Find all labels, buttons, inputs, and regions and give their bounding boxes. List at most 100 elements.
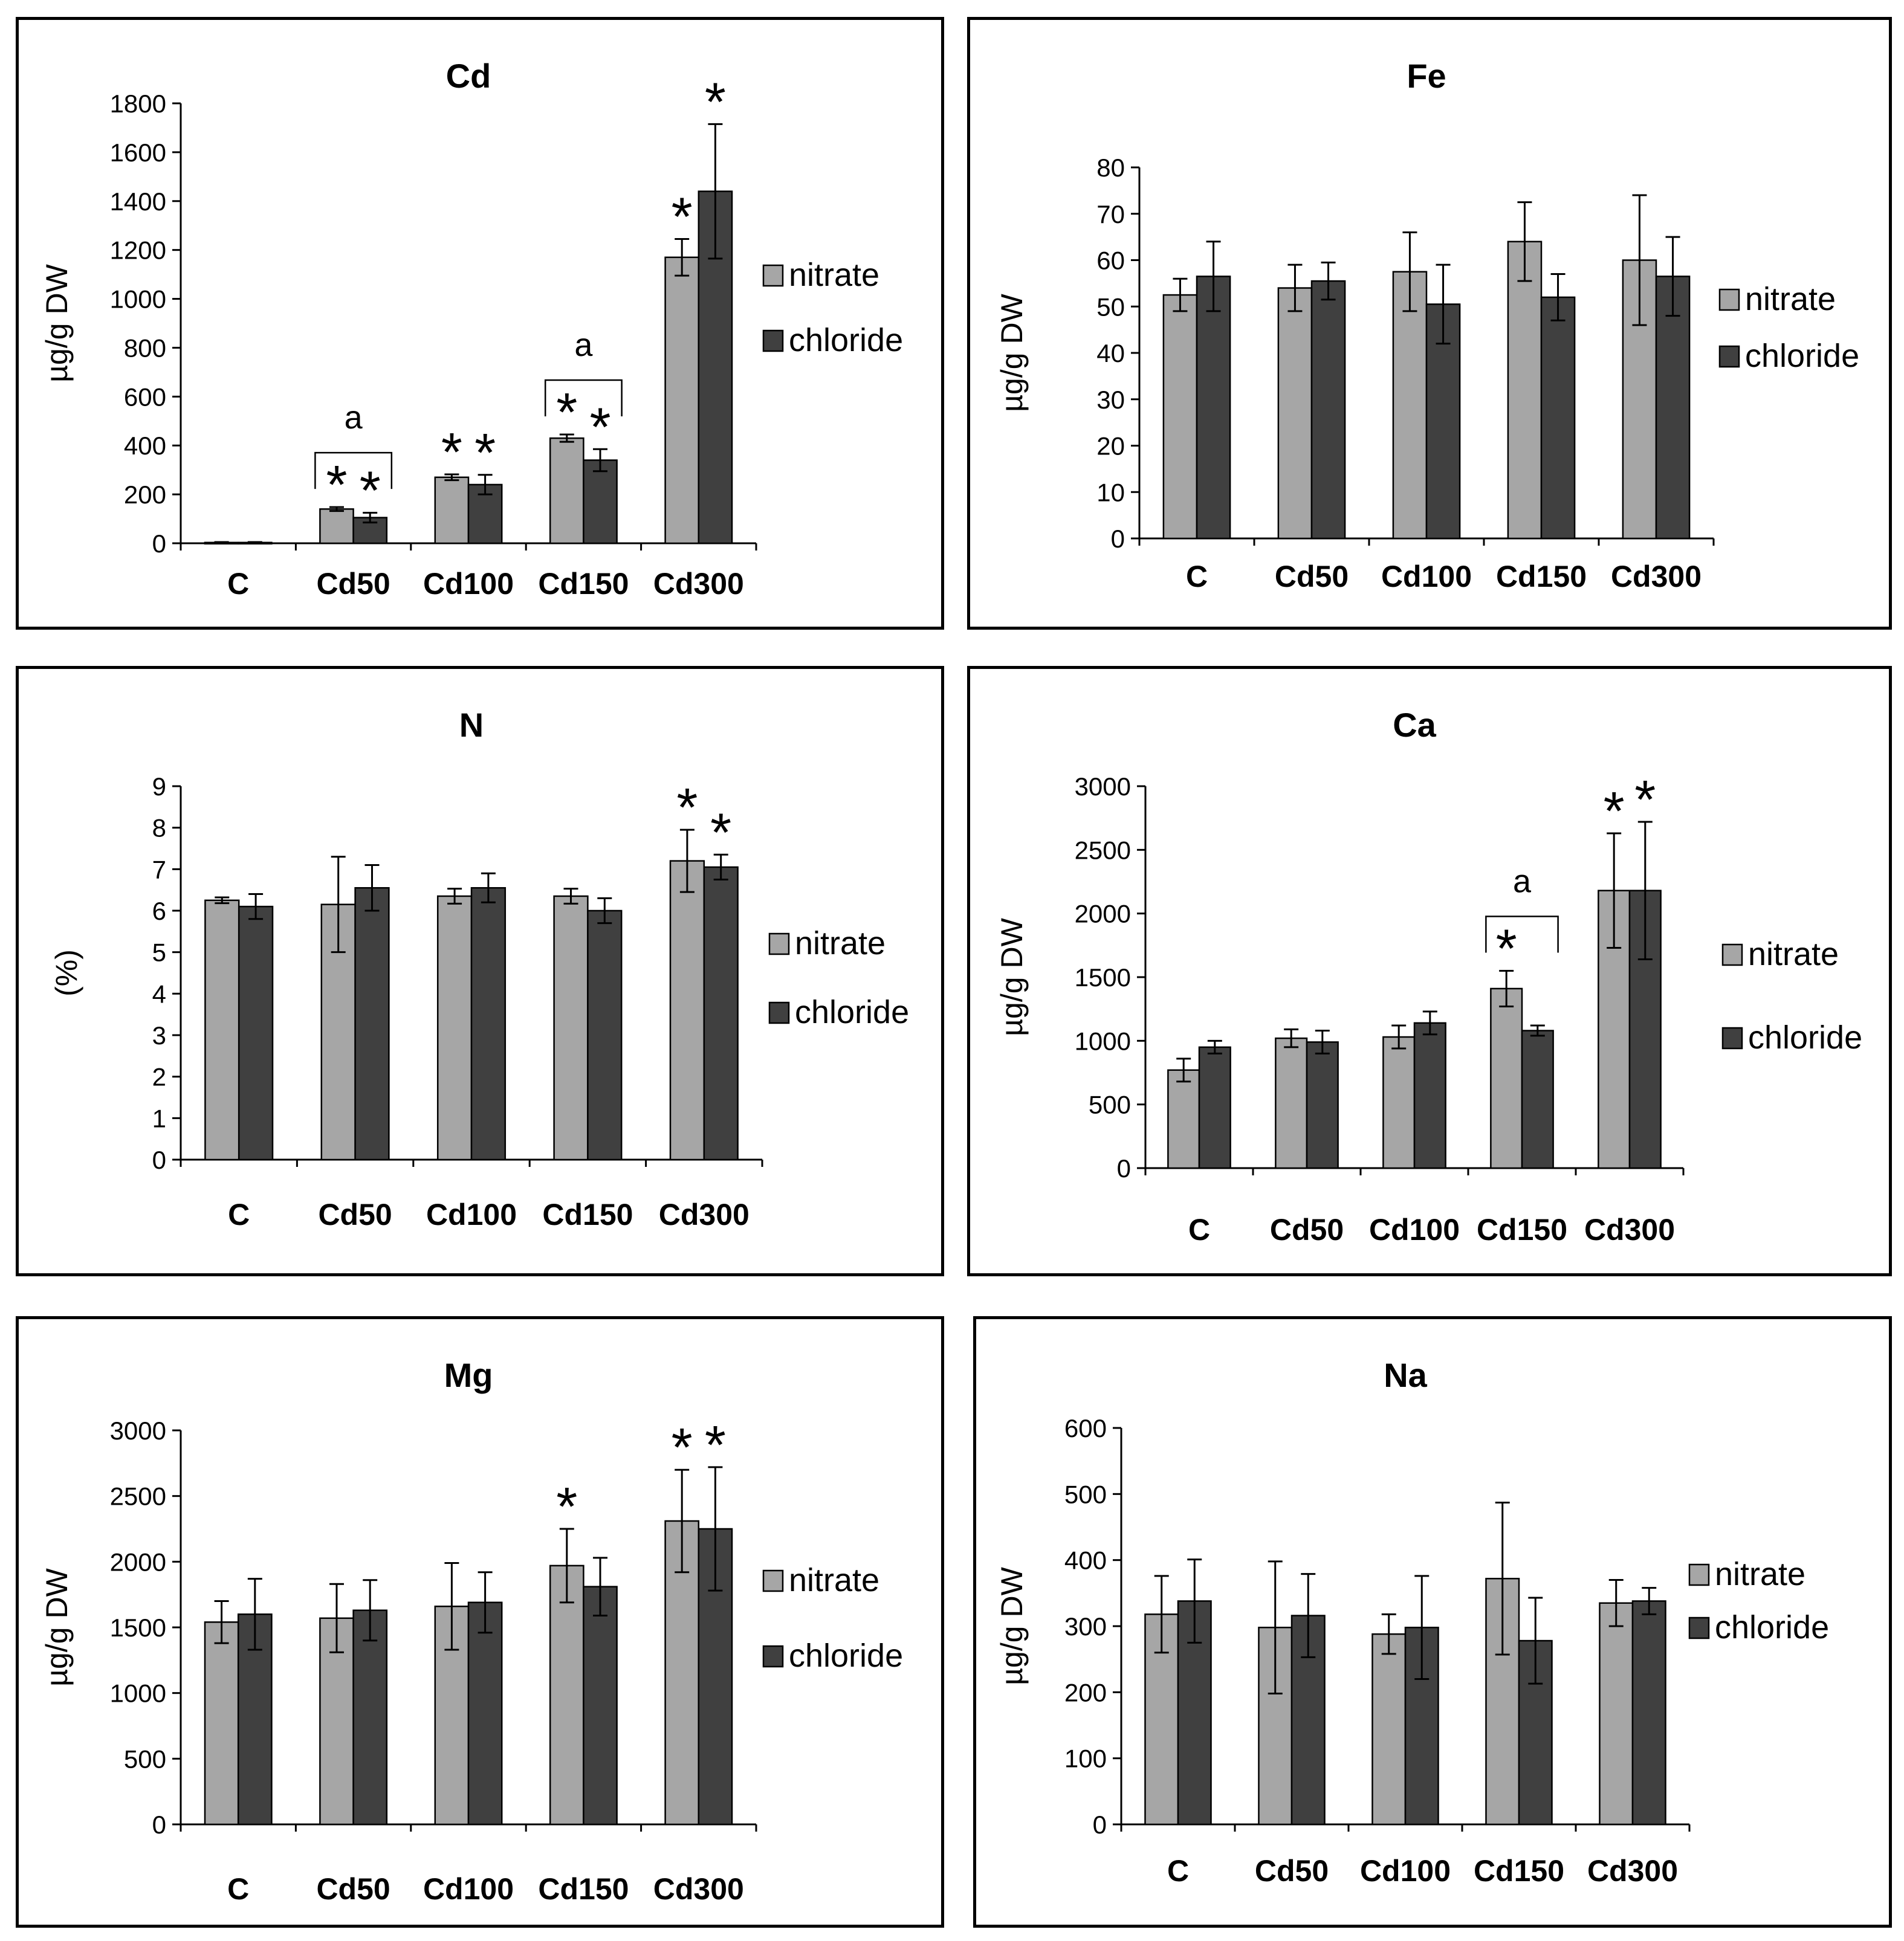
y-tick-label: 2500 [110, 1482, 166, 1511]
y-tick-label: 0 [152, 1146, 166, 1174]
chart-title: Na [1384, 1356, 1427, 1394]
bar-nitrate [1599, 1602, 1634, 1826]
y-tick-label: 5 [152, 938, 166, 967]
x-category-label: C [228, 1198, 250, 1232]
legend-swatch-nitrate [762, 1569, 784, 1592]
chart-title: N [459, 706, 484, 744]
x-category-label: Cd150 [542, 1198, 633, 1232]
bar-nitrate [1507, 241, 1543, 540]
y-tick-label: 60 [1096, 247, 1125, 275]
significance-bracket [544, 379, 623, 417]
legend-label-chloride: chloride [789, 1638, 903, 1674]
bar-nitrate [549, 1565, 584, 1826]
legend-label-nitrate: nitrate [1745, 281, 1836, 317]
y-axis-label: (%) [50, 949, 83, 996]
x-category-label: Cd150 [1496, 560, 1587, 593]
y-tick-label: 70 [1096, 200, 1125, 228]
legend-label-chloride: chloride [1745, 338, 1859, 374]
chart-title: Fe [1407, 57, 1446, 95]
y-tick-label: 500 [124, 1745, 166, 1773]
chart-title: Ca [1393, 706, 1436, 744]
chart-panel-ca: Ca 0 500 1000 1500 2000 2500 3000 µg/g DW C Cd50 Cd… [967, 666, 1892, 1276]
x-category-label: Cd300 [653, 1872, 744, 1906]
x-category-label: C [1186, 560, 1208, 593]
legend-swatch-chloride [762, 329, 784, 352]
y-axis-label: µg/g DW [40, 1568, 74, 1686]
legend-swatch-nitrate [1718, 288, 1740, 311]
x-category-label: Cd150 [538, 1872, 629, 1906]
y-tick-label: 6 [152, 897, 166, 925]
x-category-label: Cd300 [1611, 560, 1702, 593]
y-tick-label: 800 [124, 334, 166, 362]
y-tick-label: 500 [1089, 1091, 1131, 1119]
chart-svg: Ca 0 500 1000 1500 2000 2500 3000 µg/g DW C Cd50 Cd… [995, 706, 1862, 1247]
chart-svg: Na 0 100 200 300 400 500 600 µg/g DW C Cd50 Cd100 Cd… [995, 1356, 1829, 1888]
y-tick-label: 2 [152, 1063, 166, 1091]
significance-star: * [1496, 919, 1517, 979]
y-tick-label: 1 [152, 1104, 166, 1132]
y-tick-label: 30 [1096, 386, 1125, 414]
x-category-label: C [1188, 1213, 1210, 1247]
bar-nitrate [204, 1621, 239, 1826]
bar-chloride [1631, 1600, 1666, 1826]
y-tick-label: 2000 [110, 1548, 166, 1576]
y-tick-label: 0 [1093, 1810, 1107, 1839]
legend-swatch-nitrate [768, 932, 790, 955]
bar-nitrate [549, 437, 584, 544]
legend-swatch-nitrate [1721, 943, 1743, 966]
y-tick-label: 1000 [1075, 1027, 1131, 1055]
chart-panel-mg: Mg 0 500 1000 1500 2000 2500 3000 µg/g DW C Cd50 Cd… [16, 1316, 944, 1928]
bar-chloride [587, 909, 623, 1161]
bar-nitrate [1277, 287, 1313, 540]
y-tick-label: 400 [1064, 1546, 1107, 1575]
chart-svg: Fe 0 10 20 30 40 50 60 70 80 µg/g DW C Cd50 Cd100 Cd15… [995, 57, 1859, 593]
significance-star: * [360, 460, 381, 521]
y-tick-label: 0 [1117, 1154, 1131, 1183]
x-category-label: Cd150 [1474, 1854, 1564, 1888]
bar-chloride [467, 1601, 503, 1826]
y-tick-label: 500 [1064, 1480, 1107, 1508]
bar-nitrate [1371, 1633, 1407, 1826]
chart-panel-na: Na 0 100 200 300 400 500 600 µg/g DW C Cd50 Cd100 Cd… [973, 1316, 1892, 1928]
chart-svg: Mg 0 500 1000 1500 2000 2500 3000 µg/g DW C Cd50 Cd… [40, 1356, 903, 1906]
significance-star: * [474, 423, 496, 483]
bar-nitrate [319, 508, 354, 544]
legend-label-nitrate: nitrate [1715, 1556, 1805, 1592]
legend-swatch-nitrate [1688, 1563, 1710, 1586]
significance-star: * [441, 422, 462, 483]
y-tick-label: 50 [1096, 292, 1125, 321]
x-category-label: Cd300 [653, 567, 744, 601]
legend-label-chloride: chloride [1715, 1609, 1829, 1645]
y-tick-label: 10 [1096, 478, 1125, 506]
y-tick-label: 1200 [110, 236, 166, 265]
y-tick-label: 1600 [110, 138, 166, 167]
legend-label-nitrate: nitrate [795, 925, 886, 961]
legend-swatch-nitrate [762, 264, 784, 287]
legend-label-nitrate: nitrate [789, 257, 879, 293]
significance-star: * [1604, 781, 1625, 842]
y-tick-label: 80 [1096, 153, 1125, 182]
significance-star: * [672, 187, 693, 247]
x-category-label: Cd100 [1369, 1213, 1460, 1247]
x-category-label: Cd100 [423, 1872, 514, 1906]
y-tick-label: 200 [1064, 1678, 1107, 1707]
x-category-label: Cd50 [1275, 560, 1349, 593]
x-category-label: Cd50 [318, 1198, 392, 1232]
bar-chloride [1521, 1030, 1554, 1169]
bar-chloride [1198, 1046, 1231, 1169]
x-category-label: C [1167, 1854, 1189, 1888]
legend-swatch-chloride [768, 1001, 790, 1024]
x-category-label: C [227, 567, 249, 601]
bar-nitrate [669, 860, 705, 1161]
x-category-label: Cd300 [659, 1198, 750, 1232]
x-category-label: C [227, 1872, 249, 1906]
x-category-label: Cd150 [538, 567, 629, 601]
legend-label-chloride: chloride [795, 994, 909, 1030]
y-tick-label: 3000 [1075, 772, 1131, 801]
bar-nitrate [1490, 987, 1523, 1169]
bar-chloride [1310, 280, 1346, 540]
chart-title: Mg [444, 1356, 493, 1394]
significance-star: * [705, 72, 726, 132]
y-tick-label: 1500 [1075, 963, 1131, 992]
significance-bracket [314, 451, 393, 489]
